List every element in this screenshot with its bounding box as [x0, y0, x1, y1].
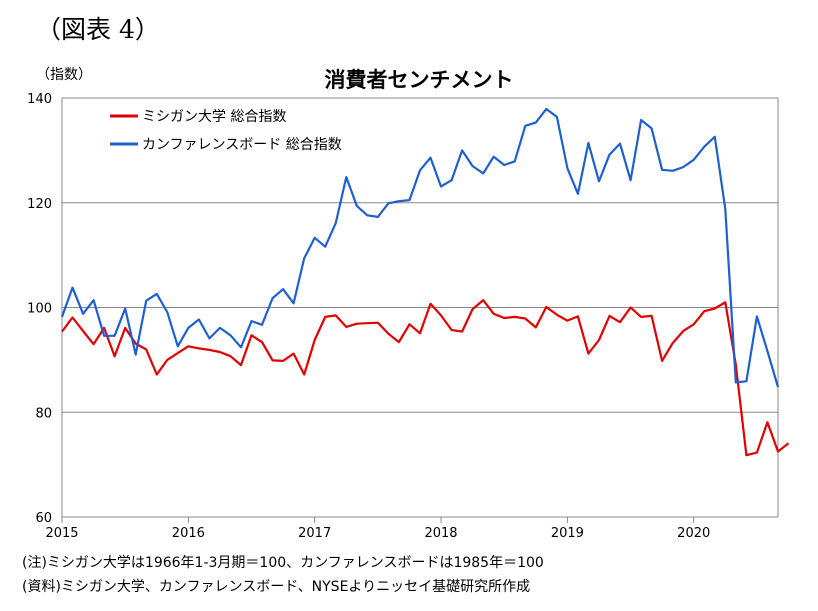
y-tick-label: 100: [27, 302, 52, 317]
x-tick-label: 2019: [551, 526, 584, 541]
chart-title: 消費者センチメント: [324, 68, 514, 92]
gridlines: [62, 97, 778, 413]
y-tick-label: 60: [35, 511, 52, 526]
line-chart: 60 80 100 120 140 2015 2016 2017 2018 2019 2020 ミシ…: [27, 92, 790, 541]
legend-label-2: カンファレンスボード 総合指数: [142, 137, 342, 153]
y-tick-label: 120: [27, 197, 52, 212]
x-tick-label: 2015: [45, 526, 78, 541]
series-lines: [60, 107, 790, 457]
axes: 60 80 100 120 140 2015 2016 2017 2018 2019 2020: [27, 92, 779, 541]
figure-label: （図表 4）: [36, 15, 160, 44]
series-line-1: [61, 299, 790, 457]
x-tick-label: 2020: [677, 526, 710, 541]
x-tick-label: 2016: [172, 526, 205, 541]
x-tick-label: 2017: [298, 526, 331, 541]
y-tick-label: 140: [27, 92, 52, 107]
y-axis-unit-label: （指数）: [36, 67, 92, 83]
series-line-2: [60, 107, 780, 388]
x-tick-label: 2018: [424, 526, 457, 541]
y-tick-label: 80: [35, 406, 52, 421]
footnote-note: (注)ミシガン大学は1966年1-3月期＝100、カンファレンスボードは1985…: [22, 555, 544, 571]
legend-label-1: ミシガン大学 総合指数: [142, 109, 286, 125]
footnote-source: (資料)ミシガン大学、カンファレンスボード、NYSEよりニッセイ基礎研究所作成: [22, 579, 531, 595]
